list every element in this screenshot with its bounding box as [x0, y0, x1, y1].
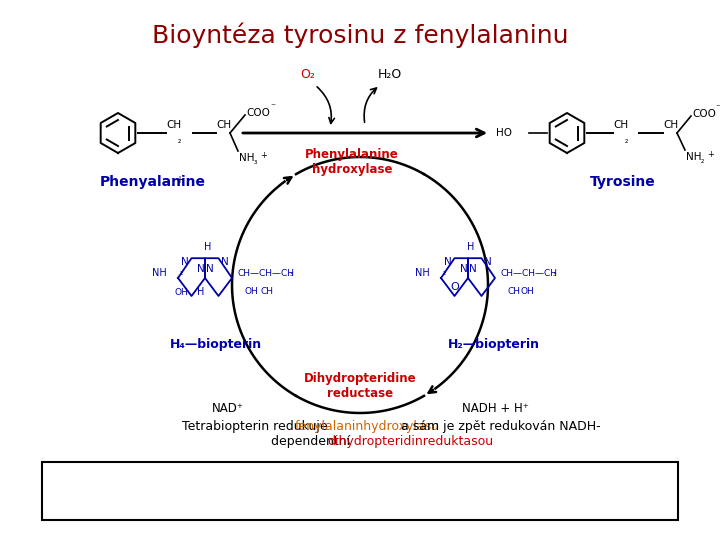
- Text: ₃: ₃: [254, 157, 257, 166]
- Text: dependentní: dependentní: [271, 435, 354, 448]
- Text: COO: COO: [692, 109, 716, 119]
- Text: NH: NH: [415, 268, 431, 278]
- Text: OH: OH: [521, 287, 534, 296]
- Text: Phenylalanine
hydroxylase: Phenylalanine hydroxylase: [305, 148, 399, 176]
- Text: CH: CH: [613, 120, 628, 130]
- Text: ₂: ₂: [178, 136, 181, 145]
- Text: H: H: [197, 287, 204, 298]
- Text: NH: NH: [239, 153, 254, 163]
- Text: +: +: [175, 175, 183, 185]
- Text: Chybějící nebo defektní fenylalaninhydroxylasa způsobuje: Chybějící nebo defektní fenylalaninhydro…: [180, 468, 548, 482]
- Text: Bioyntéza tyrosinu z fenylalaninu: Bioyntéza tyrosinu z fenylalaninu: [152, 22, 568, 48]
- Text: O: O: [450, 282, 459, 292]
- Text: N: N: [459, 264, 467, 274]
- Text: Tyrosine: Tyrosine: [590, 175, 656, 189]
- Text: ⁻: ⁻: [715, 103, 720, 113]
- Text: ₂: ₂: [443, 268, 446, 277]
- Text: +: +: [707, 150, 714, 159]
- Text: NADH + H⁺: NADH + H⁺: [462, 402, 528, 415]
- Text: O₂: O₂: [300, 68, 315, 80]
- Text: ₃: ₃: [553, 269, 556, 278]
- Text: COO: COO: [246, 108, 270, 118]
- Text: N: N: [221, 257, 229, 267]
- Text: N: N: [484, 257, 492, 267]
- Text: ₃: ₃: [289, 269, 293, 278]
- Text: ₂: ₂: [625, 136, 629, 145]
- Text: CH: CH: [261, 287, 274, 296]
- Text: N: N: [197, 264, 204, 274]
- Text: CH—CH—CH: CH—CH—CH: [500, 269, 557, 278]
- Text: H₄—biopterin: H₄—biopterin: [170, 338, 262, 351]
- Text: H: H: [204, 242, 212, 252]
- Text: fenylalaninhydroxylasu: fenylalaninhydroxylasu: [294, 420, 439, 433]
- Text: ⁻: ⁻: [270, 102, 275, 112]
- Text: OH: OH: [245, 287, 258, 296]
- Text: H₂—biopterin: H₂—biopterin: [448, 338, 540, 351]
- Text: CH: CH: [216, 120, 231, 130]
- Text: N: N: [181, 257, 189, 267]
- Text: +: +: [260, 151, 267, 160]
- Text: hyperfenylalaninemie: hyperfenylalaninemie: [446, 468, 599, 481]
- Text: ₂: ₂: [180, 268, 183, 277]
- Text: N: N: [444, 257, 452, 267]
- Text: Phenyalanine: Phenyalanine: [100, 175, 206, 189]
- Text: CH: CH: [508, 287, 521, 296]
- Text: CH: CH: [663, 120, 678, 130]
- Text: H: H: [467, 242, 474, 252]
- Text: Tetrabiopterin redukuje: Tetrabiopterin redukuje: [182, 420, 332, 433]
- Text: NH: NH: [153, 268, 167, 278]
- Text: a sám je zpět redukován NADH-: a sám je zpět redukován NADH-: [397, 420, 601, 433]
- Text: dihydropteridinreduktasou: dihydropteridinreduktasou: [327, 435, 493, 448]
- Text: HO: HO: [496, 128, 512, 138]
- Text: H₂O: H₂O: [378, 68, 402, 80]
- Text: CH—CH—CH: CH—CH—CH: [238, 269, 294, 278]
- Text: .: .: [444, 435, 449, 448]
- FancyBboxPatch shape: [42, 462, 678, 520]
- Text: NH: NH: [686, 152, 701, 162]
- Text: N: N: [206, 264, 213, 274]
- Text: (koncentrace Phe > 120 mM).: (koncentrace Phe > 120 mM).: [297, 484, 484, 497]
- Text: Dihydropteridine
reductase: Dihydropteridine reductase: [304, 372, 416, 400]
- Text: OH: OH: [175, 288, 189, 297]
- Text: CH: CH: [166, 120, 181, 130]
- Text: NAD⁺: NAD⁺: [212, 402, 244, 415]
- Text: N: N: [469, 264, 477, 274]
- Text: ₂: ₂: [701, 156, 704, 165]
